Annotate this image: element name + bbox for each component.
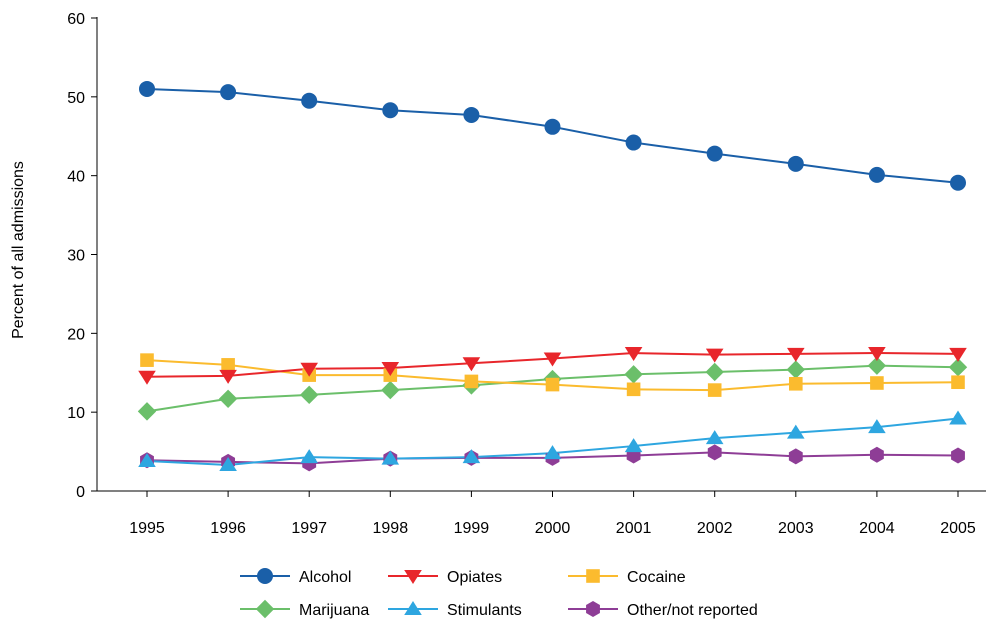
x-tick-label: 1997	[291, 520, 327, 537]
data-point-marijuana	[624, 365, 643, 384]
data-point-cocaine	[789, 376, 803, 391]
y-tick-label: 20	[67, 326, 85, 343]
axes: 0 10 20 30 40 50 60 1995 1996 1997 1998 1999 2000 200…	[67, 11, 986, 537]
data-point-marijuana	[948, 358, 968, 377]
data-point-alcohol	[220, 84, 237, 101]
data-point-alcohol	[382, 102, 399, 119]
data-point-stimulants	[624, 438, 643, 453]
series-line-alcohol	[146, 87, 959, 184]
y-tick-label: 40	[67, 169, 85, 186]
legend-item-cocaine: Cocaine	[568, 569, 686, 586]
y-tick-label: 0	[76, 484, 85, 501]
legend-marker	[404, 601, 422, 615]
data-point-other-not-reported	[951, 447, 965, 464]
data-point-cocaine	[707, 383, 722, 397]
data-point-cocaine	[951, 375, 965, 390]
y-tick-label: 30	[67, 248, 85, 265]
data-point-other-not-reported	[869, 446, 884, 463]
x-tick-label: 2003	[778, 520, 814, 537]
data-point-stimulants	[138, 453, 156, 468]
data-point-alcohol	[625, 134, 642, 151]
legend-item-stimulants: Stimulants	[388, 601, 522, 619]
data-point-stimulants	[705, 430, 724, 445]
data-point-alcohol	[544, 118, 561, 135]
x-tick-label: 1998	[373, 520, 409, 537]
data-point-opiates	[300, 362, 318, 377]
legend-label: Stimulants	[447, 602, 522, 619]
data-point-opiates	[543, 352, 562, 367]
data-point-opiates	[462, 357, 481, 372]
x-tick-label: 2001	[616, 520, 652, 537]
legend-item-marijuana: Marijuana	[240, 599, 369, 619]
legend-marker	[257, 568, 273, 584]
x-tick-label: 1996	[210, 520, 246, 537]
data-point-stimulants	[300, 449, 318, 464]
data-point-cocaine	[870, 376, 884, 390]
legend-label: Opiates	[447, 569, 502, 586]
data-point-opiates	[705, 348, 724, 363]
data-point-marijuana	[300, 385, 319, 405]
data-point-marijuana	[381, 380, 400, 400]
data-point-alcohol	[706, 145, 723, 162]
x-tick-label: 1995	[129, 520, 165, 537]
legend-label: Marijuana	[299, 602, 369, 619]
data-point-cocaine	[140, 353, 154, 367]
data-point-stimulants	[787, 424, 805, 439]
data-point-other-not-reported	[788, 448, 803, 465]
data-point-other-not-reported	[707, 444, 722, 461]
legend-item-opiates: Opiates	[388, 569, 502, 586]
data-point-marijuana	[867, 356, 887, 375]
data-point-stimulants	[381, 450, 400, 465]
series-markers	[137, 80, 968, 472]
x-tick-label: 2005	[940, 520, 976, 537]
series-lines	[146, 87, 959, 466]
data-point-opiates	[219, 369, 237, 384]
data-point-cocaine	[626, 382, 641, 397]
data-point-alcohol	[301, 92, 318, 109]
data-point-cocaine	[221, 358, 235, 372]
data-point-alcohol	[787, 155, 804, 172]
y-tick-label: 10	[67, 405, 85, 422]
legend-marker	[586, 601, 600, 617]
y-tick-label: 60	[67, 11, 85, 28]
legend-marker	[586, 569, 600, 583]
x-tick-label: 2000	[535, 520, 571, 537]
data-point-opiates	[868, 347, 886, 362]
legend-label: Cocaine	[627, 569, 686, 586]
legend-marker	[404, 570, 422, 584]
data-point-alcohol	[139, 80, 155, 97]
legend-item-alcohol: Alcohol	[240, 568, 351, 586]
data-point-opiates	[381, 362, 400, 377]
legend-item-other-not-reported: Other/not reported	[568, 601, 758, 619]
data-point-stimulants	[462, 449, 481, 464]
data-point-alcohol	[463, 106, 480, 123]
data-point-marijuana	[705, 362, 724, 382]
data-point-marijuana	[218, 389, 238, 408]
data-point-opiates	[949, 347, 967, 362]
legend: Alcohol Opiates Cocaine Marijuana Stimulants…	[240, 568, 758, 619]
data-point-stimulants	[868, 419, 886, 434]
data-point-opiates	[624, 347, 643, 362]
y-axis-title: Percent of all admissions	[10, 161, 27, 339]
data-point-marijuana	[137, 402, 157, 421]
data-point-opiates	[787, 347, 805, 362]
data-point-alcohol	[950, 174, 966, 191]
data-point-alcohol	[868, 166, 885, 183]
data-point-stimulants	[219, 456, 237, 471]
data-point-stimulants	[949, 410, 967, 425]
data-point-marijuana	[786, 360, 805, 379]
y-tick-label: 50	[67, 90, 85, 107]
data-point-cocaine	[545, 377, 560, 392]
x-tick-label: 1999	[454, 520, 490, 537]
x-tick-label: 2004	[859, 520, 895, 537]
legend-label: Alcohol	[299, 569, 351, 586]
legend-marker	[255, 599, 275, 619]
data-point-stimulants	[543, 445, 562, 460]
legend-label: Other/not reported	[627, 602, 758, 619]
x-tick-label: 2002	[697, 520, 733, 537]
data-point-opiates	[138, 370, 156, 385]
data-point-cocaine	[464, 374, 479, 389]
